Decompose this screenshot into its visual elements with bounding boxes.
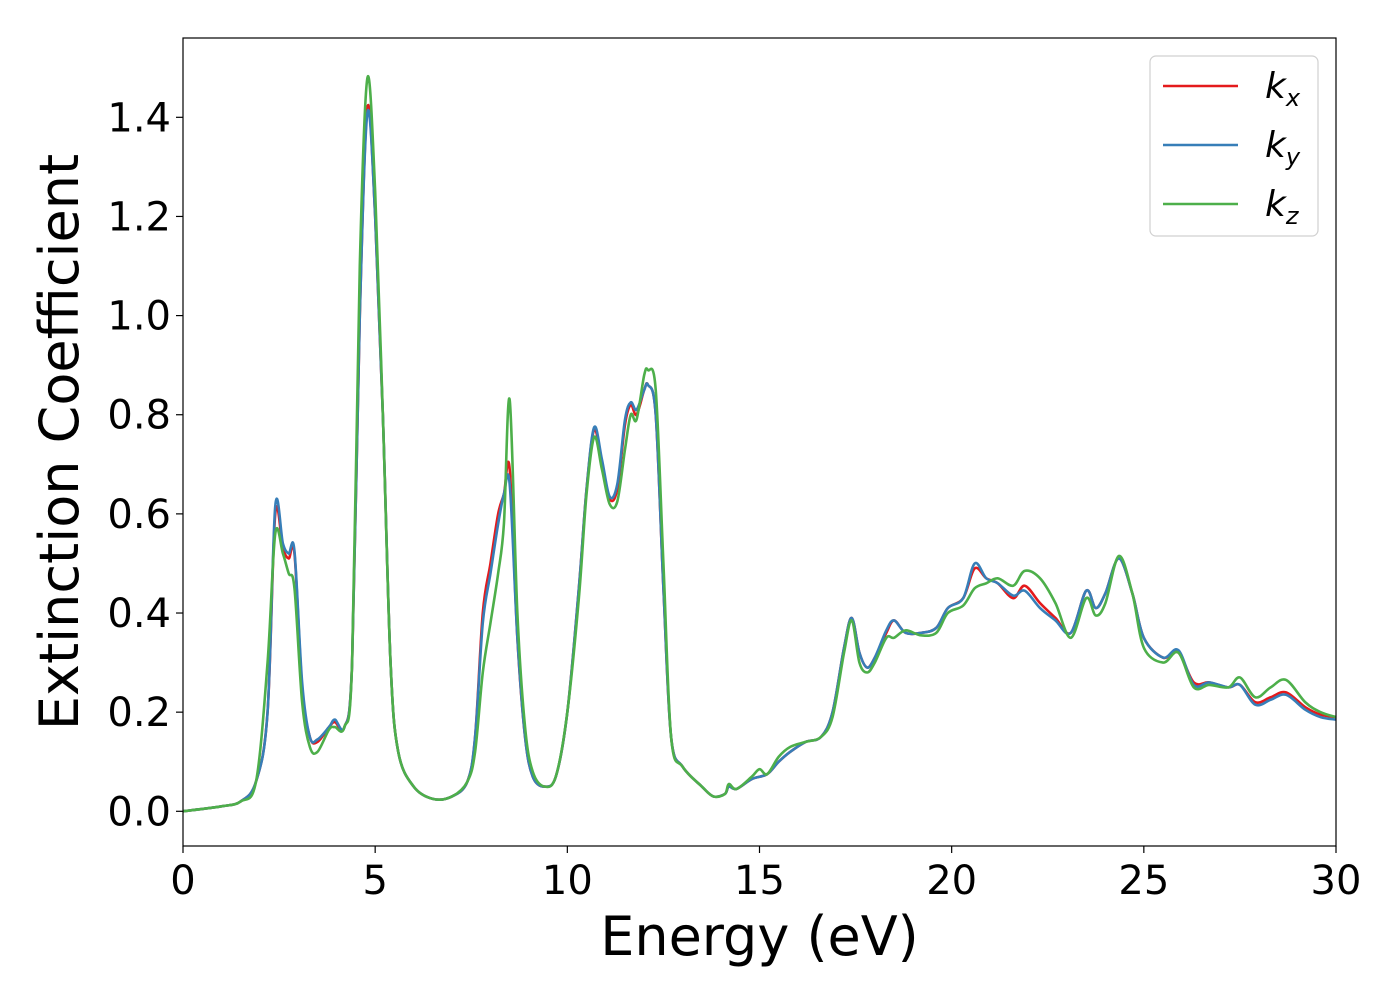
x-tick-label: 5 bbox=[362, 858, 387, 904]
y-tick-label: 0.0 bbox=[107, 789, 171, 835]
series-line-kz bbox=[183, 74, 1336, 813]
x-tick-label: 30 bbox=[1311, 858, 1362, 904]
y-axis-title: Extinction Coefficient bbox=[28, 154, 91, 730]
y-tick-label: 0.8 bbox=[107, 393, 171, 439]
x-tick-label: 0 bbox=[170, 858, 195, 904]
x-tick-label: 25 bbox=[1118, 858, 1169, 904]
x-tick-label: 20 bbox=[926, 858, 977, 904]
legend-label: kz bbox=[1265, 184, 1300, 230]
legend-label: kx bbox=[1265, 66, 1301, 112]
x-tick-label: 10 bbox=[542, 858, 593, 904]
legend: kx ky kz bbox=[1149, 55, 1319, 237]
series-layer bbox=[183, 74, 1336, 813]
x-axis-title: Energy (eV) bbox=[600, 905, 919, 968]
y-tick-label: 0.2 bbox=[107, 690, 171, 736]
x-axis: 0 5 10 15 20 25 30 bbox=[170, 846, 1361, 904]
y-tick-label: 1.4 bbox=[107, 95, 171, 141]
y-axis: 0.0 0.2 0.4 0.6 0.8 1.0 1.2 1.4 bbox=[107, 95, 183, 835]
y-tick-label: 0.6 bbox=[107, 492, 171, 538]
legend-label: ky bbox=[1265, 125, 1301, 171]
y-tick-label: 0.4 bbox=[107, 591, 171, 637]
y-tick-label: 1.0 bbox=[107, 294, 171, 340]
y-tick-label: 1.2 bbox=[107, 194, 171, 240]
x-tick-label: 15 bbox=[734, 858, 785, 904]
